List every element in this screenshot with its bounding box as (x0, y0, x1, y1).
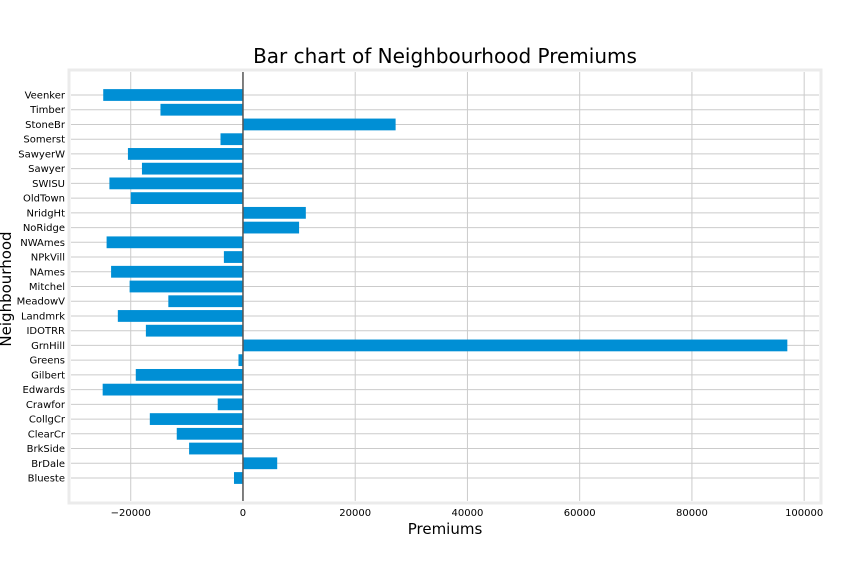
bar-crawfor (217, 398, 243, 411)
bar-brdale (242, 457, 278, 470)
bar-idotrr (145, 324, 243, 337)
y-tick-label: MeadowV (17, 297, 66, 308)
x-tick-label: 60000 (564, 508, 596, 519)
bar-sawyer (141, 162, 243, 175)
bar-sawyerw (127, 148, 243, 160)
bar-edwards (102, 383, 243, 396)
y-tick-label: Timber (29, 105, 66, 116)
x-tick-label: 0 (240, 508, 246, 519)
y-tick-label: NridgHt (26, 208, 65, 219)
y-tick-label: Veenker (25, 91, 66, 102)
x-axis-label: Premiums (408, 520, 483, 538)
y-tick-label: Crawfor (26, 400, 66, 411)
bar-timber (160, 103, 243, 116)
y-tick-label: SWISU (32, 179, 65, 190)
bar-blueste (233, 472, 243, 484)
chart-title: Bar chart of Neighbourhood Premiums (253, 44, 637, 68)
bar-clearcr (176, 427, 243, 440)
bar-noridge (242, 221, 300, 234)
y-tick-label: Edwards (23, 385, 65, 396)
y-tick-label: BrkSide (27, 444, 65, 455)
y-tick-label: StoneBr (25, 120, 66, 131)
bar-somerst (220, 133, 243, 146)
bar-collgcr (149, 413, 243, 425)
bar-stonebr (242, 118, 396, 131)
y-tick-label: CollgCr (29, 415, 66, 426)
bar-meadowv (168, 295, 243, 308)
y-tick-label: NWAmes (20, 238, 65, 249)
y-tick-label: BrDale (31, 459, 65, 470)
bar-landmrk (117, 310, 243, 322)
x-tick-label: 80000 (676, 508, 708, 519)
x-tick-label: 20000 (339, 508, 371, 519)
y-tick-label: Sawyer (28, 164, 66, 175)
y-tick-label: Mitchel (29, 282, 65, 293)
y-tick-label: Greens (30, 356, 66, 367)
x-tick-label: 40000 (452, 508, 484, 519)
bar-greens (238, 354, 243, 367)
y-tick-label: IDOTRR (26, 326, 65, 337)
y-tick-labels: Blueste BrDale BrkSide ClearCr CollgCr Crawfo… (17, 91, 66, 485)
bar-nwames (106, 236, 243, 249)
bar-names (111, 265, 243, 278)
bar-grnhill (242, 339, 788, 352)
bar-mitchel (129, 280, 243, 293)
x-tick-label: 100000 (785, 508, 823, 519)
y-tick-label: SawyerW (18, 149, 65, 160)
x-tick-labels: −20000 0 20000 40000 60000 80000 100000 (111, 508, 824, 519)
bar-npkvill (223, 251, 243, 263)
y-tick-label: NPkVill (31, 253, 65, 264)
y-tick-label: NoRidge (23, 223, 65, 234)
y-tick-label: NAmes (30, 267, 65, 278)
y-tick-label: Somerst (23, 135, 65, 146)
bar-gilbert (135, 368, 243, 381)
y-tick-label: ClearCr (28, 429, 66, 440)
y-tick-label: Landmrk (21, 311, 65, 322)
bar-swisu (109, 177, 243, 190)
bar-nridght (242, 206, 306, 219)
y-axis-label: Neighbourhood (0, 231, 15, 346)
bar-oldtown (130, 192, 243, 205)
y-tick-label: Gilbert (31, 370, 65, 381)
y-tick-label: GrnHill (31, 341, 65, 352)
bars (102, 89, 788, 484)
y-tick-label: Blueste (28, 474, 65, 485)
x-tick-label: −20000 (111, 508, 151, 519)
bar-veenker (103, 89, 243, 101)
y-tick-label: OldTown (23, 194, 65, 205)
bar-brkside (189, 442, 243, 455)
